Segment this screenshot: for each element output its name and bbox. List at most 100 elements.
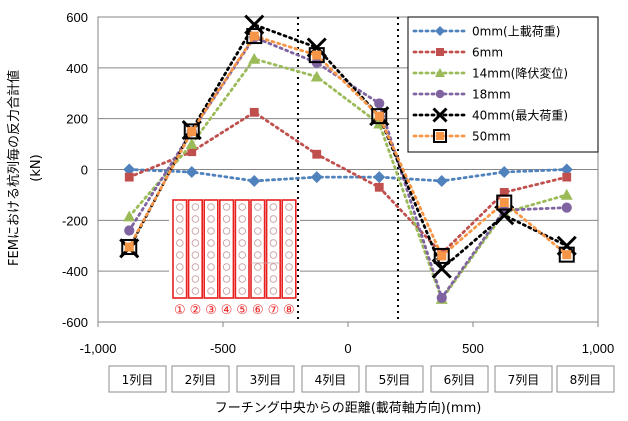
y-axis-unit: (kN) bbox=[29, 154, 44, 181]
inset-pile bbox=[222, 215, 231, 223]
inset-pile bbox=[207, 227, 215, 235]
inset-pile bbox=[176, 227, 184, 235]
series-point bbox=[312, 149, 322, 159]
series-point bbox=[561, 202, 572, 213]
inset-background bbox=[169, 197, 300, 321]
inset-pile bbox=[254, 275, 262, 283]
series-point bbox=[374, 98, 385, 109]
inset-pile bbox=[207, 275, 215, 283]
inset-pile bbox=[285, 263, 293, 271]
series-point bbox=[249, 107, 259, 117]
series-point bbox=[558, 246, 575, 263]
legend-swatch-marker bbox=[433, 129, 447, 143]
inset-pile bbox=[254, 287, 262, 295]
inset-pile bbox=[238, 287, 246, 295]
inset-pile bbox=[191, 251, 200, 259]
inset-pile-column bbox=[172, 199, 188, 299]
series-point bbox=[124, 225, 135, 236]
inset-pile bbox=[176, 263, 184, 271]
inset-pile bbox=[254, 239, 262, 247]
legend-swatch-marker bbox=[435, 68, 445, 77]
series-point bbox=[246, 28, 263, 45]
inset-pile bbox=[238, 227, 246, 235]
legend-label: 50mm bbox=[472, 130, 511, 144]
series-point bbox=[499, 187, 509, 197]
inset-pile bbox=[191, 215, 200, 223]
y-tick-label: -200 bbox=[62, 213, 88, 228]
inset-pile bbox=[176, 203, 184, 211]
pile-row-label: 8列目 bbox=[570, 373, 602, 387]
inset-pile bbox=[269, 215, 278, 223]
inset-pile-column bbox=[250, 199, 266, 299]
inset-pile-column bbox=[265, 199, 282, 299]
pile-row-label: 4列目 bbox=[315, 373, 347, 387]
series-point bbox=[308, 47, 325, 64]
inset-pile bbox=[254, 203, 262, 211]
inset-pile-column bbox=[219, 199, 235, 299]
series-point bbox=[560, 163, 573, 176]
series-point bbox=[433, 247, 450, 264]
inset-pile bbox=[285, 227, 293, 235]
y-tick-label: 400 bbox=[66, 61, 88, 76]
series-point bbox=[374, 182, 384, 192]
inset-pile bbox=[269, 287, 278, 295]
series-point bbox=[183, 123, 200, 140]
inset-pile bbox=[269, 227, 278, 235]
pile-row-box bbox=[494, 365, 553, 393]
inset-pile bbox=[191, 263, 200, 271]
legend: 0mm(上載荷重) 6mm 14mm(降伏変位) 18mm 40mm(最大荷重) 50mm bbox=[407, 16, 599, 153]
inset-pile bbox=[254, 251, 262, 259]
pile-row-box bbox=[236, 365, 295, 393]
legend-label: 14mm(降伏変位) bbox=[472, 66, 568, 81]
legend-label: 0mm(上載荷重) bbox=[472, 25, 560, 39]
pile-row-box bbox=[171, 365, 230, 393]
inset-pile bbox=[254, 227, 262, 235]
pile-row-box bbox=[430, 365, 489, 393]
y-tick-labels: -600 -400 -200 0 200 400 600 bbox=[62, 10, 88, 330]
inset-pile bbox=[238, 215, 246, 223]
y-tick-label: 0 bbox=[81, 163, 88, 178]
inset-pile bbox=[285, 287, 293, 295]
inset-pile bbox=[191, 287, 200, 295]
x-axis-label: フーチング中央からの距離(載荷軸方向)(mm) bbox=[215, 400, 482, 416]
series-point bbox=[187, 147, 197, 157]
inset-pile bbox=[269, 275, 278, 283]
inset-pile bbox=[238, 263, 246, 271]
inset-pile bbox=[238, 275, 246, 283]
inset-pile bbox=[238, 203, 246, 211]
series-line bbox=[127, 168, 569, 183]
inset-pile bbox=[269, 203, 278, 211]
inset-pile bbox=[269, 263, 278, 271]
inset-pile bbox=[285, 275, 293, 283]
inset-pile bbox=[191, 275, 200, 283]
series-point bbox=[498, 166, 511, 179]
y-axis-label: FEMにおける杭列毎の反力合計値 bbox=[6, 70, 22, 266]
series-point bbox=[123, 210, 136, 222]
pile-row-label: 2列目 bbox=[185, 373, 217, 387]
inset-pile bbox=[207, 215, 215, 223]
inset-pile bbox=[176, 275, 184, 283]
series-point bbox=[496, 194, 513, 211]
inset-pile bbox=[176, 287, 184, 295]
inset-pile bbox=[269, 239, 278, 247]
series-point-fill bbox=[124, 242, 134, 252]
series-group bbox=[119, 14, 577, 304]
series-line bbox=[127, 22, 569, 271]
x-tick-label: 1,000 bbox=[582, 341, 615, 356]
pile-row-box bbox=[556, 365, 615, 393]
inset-pile bbox=[191, 239, 200, 247]
series-point-fill bbox=[187, 126, 197, 136]
legend-label: 40mm(最大荷重) bbox=[472, 109, 568, 123]
series-point bbox=[562, 172, 572, 182]
series-point bbox=[373, 171, 386, 184]
inset-pile bbox=[207, 287, 215, 295]
pile-row-label: 6列目 bbox=[444, 373, 476, 387]
series-line bbox=[127, 57, 569, 303]
inset-row-number: ④ bbox=[221, 303, 233, 318]
legend-swatch-marker bbox=[432, 107, 448, 123]
inset-pile-column bbox=[203, 199, 219, 299]
series-point-fill bbox=[249, 31, 259, 41]
